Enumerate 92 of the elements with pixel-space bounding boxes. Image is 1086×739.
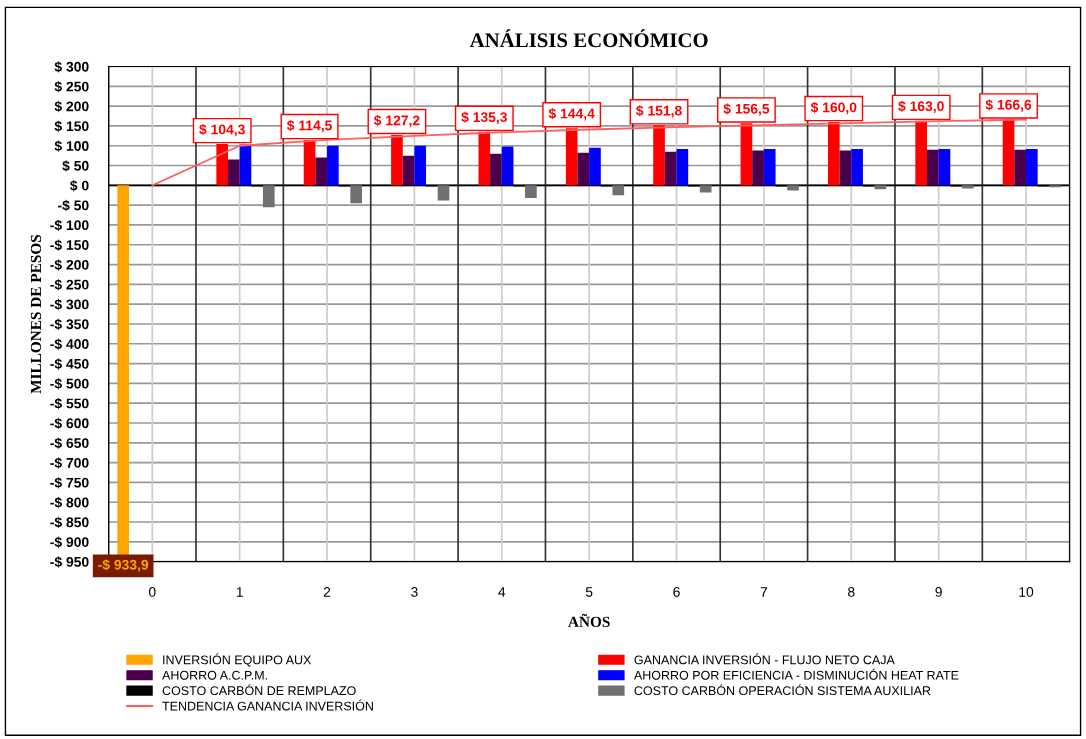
y-tick-label: -$ 900	[50, 536, 89, 548]
x-tick-label: 7	[760, 587, 768, 597]
y-tick-label: -$ 350	[50, 318, 89, 331]
y-tick-label: -$ 550	[50, 397, 89, 410]
bar	[228, 159, 240, 186]
data-label: $ 166,6	[985, 99, 1032, 112]
bar	[239, 144, 252, 186]
chart-title: ANÁLISIS ECONÓMICO	[469, 29, 708, 48]
y-tick-label: -$ 450	[50, 358, 89, 370]
bar	[525, 185, 537, 199]
data-label: $ 160,0	[810, 101, 857, 115]
data-label: -$ 933,9	[98, 559, 149, 572]
y-tick-label: -$ 150	[50, 239, 89, 251]
data-label: $ 127,2	[373, 114, 420, 128]
y-tick-label: -$ 400	[50, 338, 89, 350]
x-tick-label: 1	[236, 587, 243, 597]
bar	[787, 185, 799, 191]
y-tick-label: -$ 750	[50, 477, 89, 489]
bar	[303, 139, 316, 186]
bar	[699, 185, 712, 193]
x-tick-label: 2	[323, 587, 331, 597]
legend-label: GANANCIA INVERSIÓN - FLUJO NETO CAJA	[634, 653, 895, 665]
bar	[589, 147, 601, 186]
x-tick-label: 4	[498, 587, 506, 597]
bar	[350, 185, 362, 204]
bar	[664, 151, 677, 186]
bar	[327, 145, 339, 186]
legend-label: INVERSIÓN EQUIPO AUX	[163, 653, 312, 667]
bar	[1002, 119, 1015, 186]
y-tick-label: $ 250	[54, 81, 89, 93]
data-label: $ 144,4	[548, 108, 595, 121]
bar	[839, 150, 852, 186]
y-tick-label: -$ 800	[50, 496, 89, 509]
y-tick-label: $ 200	[54, 100, 89, 113]
x-tick-label: 10	[1019, 587, 1034, 597]
y-axis-title: MILLONES DE PESOS	[30, 234, 42, 394]
bar	[851, 148, 863, 186]
data-label: $ 151,8	[636, 105, 682, 118]
y-tick-label: -$ 250	[50, 279, 89, 291]
bar	[117, 185, 129, 556]
x-tick-label: 8	[848, 587, 855, 597]
bar	[402, 155, 415, 186]
bar	[763, 148, 776, 186]
y-tick-label: $ 50	[62, 160, 89, 172]
y-tick-label: -$ 700	[50, 457, 89, 469]
bar	[1026, 148, 1038, 186]
y-tick-label: $ 150	[54, 120, 89, 132]
y-tick-label: -$ 100	[50, 219, 89, 232]
y-tick-label: -$ 950	[50, 556, 89, 568]
data-label: $ 156,5	[723, 103, 770, 116]
y-tick-label: -$ 650	[50, 437, 89, 449]
y-tick-label: $ 100	[54, 140, 89, 152]
bar	[961, 185, 974, 189]
bar	[612, 185, 625, 196]
bar	[315, 157, 328, 186]
y-tick-label: $ 300	[54, 61, 89, 73]
bar	[938, 148, 951, 186]
y-tick-label: $ 0	[70, 180, 89, 192]
bar	[577, 152, 590, 186]
y-tick-label: -$ 850	[50, 516, 89, 529]
bar	[676, 148, 689, 186]
legend-label: AHORRO A.C.P.M.	[162, 670, 267, 680]
y-tick-label: -$ 300	[50, 298, 89, 311]
data-label: $ 163,0	[898, 100, 944, 114]
legend-label: COSTO CARBÓN OPERACIÓN SISTEMA AUXILIAR	[634, 684, 931, 696]
bar	[478, 131, 491, 186]
bar	[915, 120, 927, 186]
data-label: $ 135,3	[461, 111, 507, 125]
bar	[501, 146, 514, 186]
bar	[927, 149, 939, 186]
y-tick-label: -$ 600	[50, 417, 89, 430]
bar	[1014, 149, 1027, 186]
legend-label: TENDENCIA GANANCIA INVERSIÓN	[162, 699, 373, 711]
y-tick-label: -$ 500	[50, 378, 89, 390]
bar	[437, 185, 450, 201]
legend-label: COSTO CARBÓN DE REMPLAZO	[162, 684, 356, 696]
bar	[490, 153, 502, 186]
legend-label: AHORRO POR EFICIENCIA - DISMINUCIÓN HEAT RATE	[633, 668, 959, 680]
bar	[414, 145, 427, 186]
bar	[262, 185, 275, 208]
x-tick-label: 0	[148, 587, 156, 597]
data-label: $ 114,5	[286, 119, 332, 133]
x-tick-label: 6	[673, 587, 680, 597]
x-tick-label: 3	[411, 587, 418, 597]
y-tick-label: -$ 200	[50, 259, 89, 271]
y-tick-label: -$ 50	[58, 199, 89, 212]
x-axis-title: AÑOS	[568, 613, 610, 628]
data-label: $ 104,3	[199, 123, 245, 137]
x-tick-label: 5	[585, 587, 593, 597]
x-tick-label: 9	[935, 587, 942, 597]
bar	[752, 150, 764, 186]
bar	[874, 185, 887, 190]
